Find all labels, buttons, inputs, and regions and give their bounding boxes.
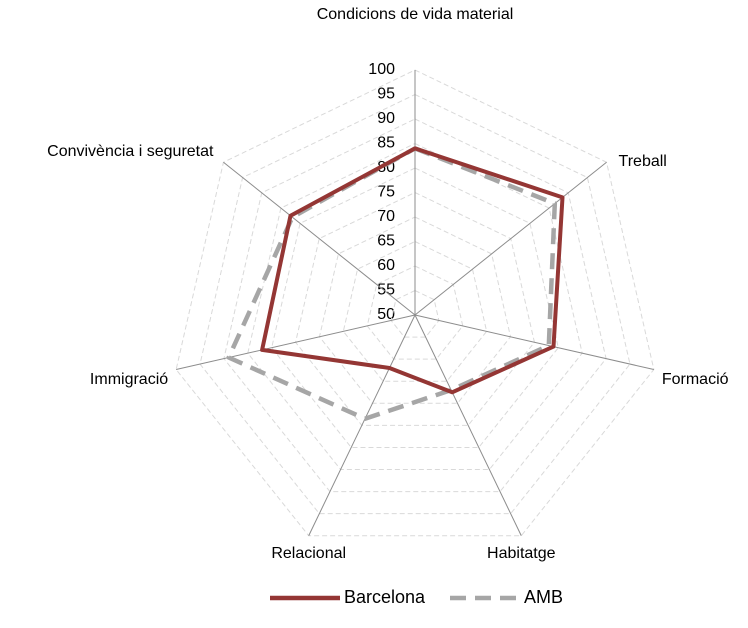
legend-label: Barcelona (344, 587, 426, 607)
spoke (414, 314, 522, 536)
grid-ring (342, 240, 488, 382)
grid-ring (271, 167, 559, 448)
r-tick-label: 50 (377, 306, 395, 323)
spoke (308, 314, 416, 536)
category-label: Immigració (89, 370, 169, 388)
grid-ring (223, 118, 607, 493)
category-label: Treball (618, 153, 667, 171)
category-label: Habitatge (487, 544, 556, 562)
category-label: Formació (661, 370, 729, 388)
grid-ring (199, 93, 631, 515)
r-tick-label: 55 (377, 282, 395, 299)
spoke (176, 314, 416, 371)
legend-label: AMB (524, 587, 563, 607)
r-tick-label: 100 (368, 61, 395, 78)
spoke (414, 314, 654, 371)
r-tick-label: 75 (377, 184, 395, 201)
r-tick-label: 85 (377, 135, 395, 152)
grid-ring (175, 69, 655, 537)
category-label: Condicions de vida material (316, 6, 514, 23)
series-line (260, 146, 565, 395)
grid-ring (247, 142, 583, 471)
spoke (414, 161, 607, 316)
r-tick-label: 65 (377, 233, 395, 250)
grid-ring (295, 191, 535, 426)
category-label: Relacional (271, 544, 347, 562)
grid-ring (390, 289, 440, 338)
grid-ring (366, 265, 464, 360)
r-tick-label: 90 (377, 110, 395, 127)
category-label: Convivència i seguretat (47, 143, 214, 161)
spoke (223, 161, 416, 316)
r-tick-label: 95 (377, 86, 395, 103)
r-tick-label: 60 (377, 257, 395, 274)
r-tick-label: 70 (377, 208, 395, 225)
